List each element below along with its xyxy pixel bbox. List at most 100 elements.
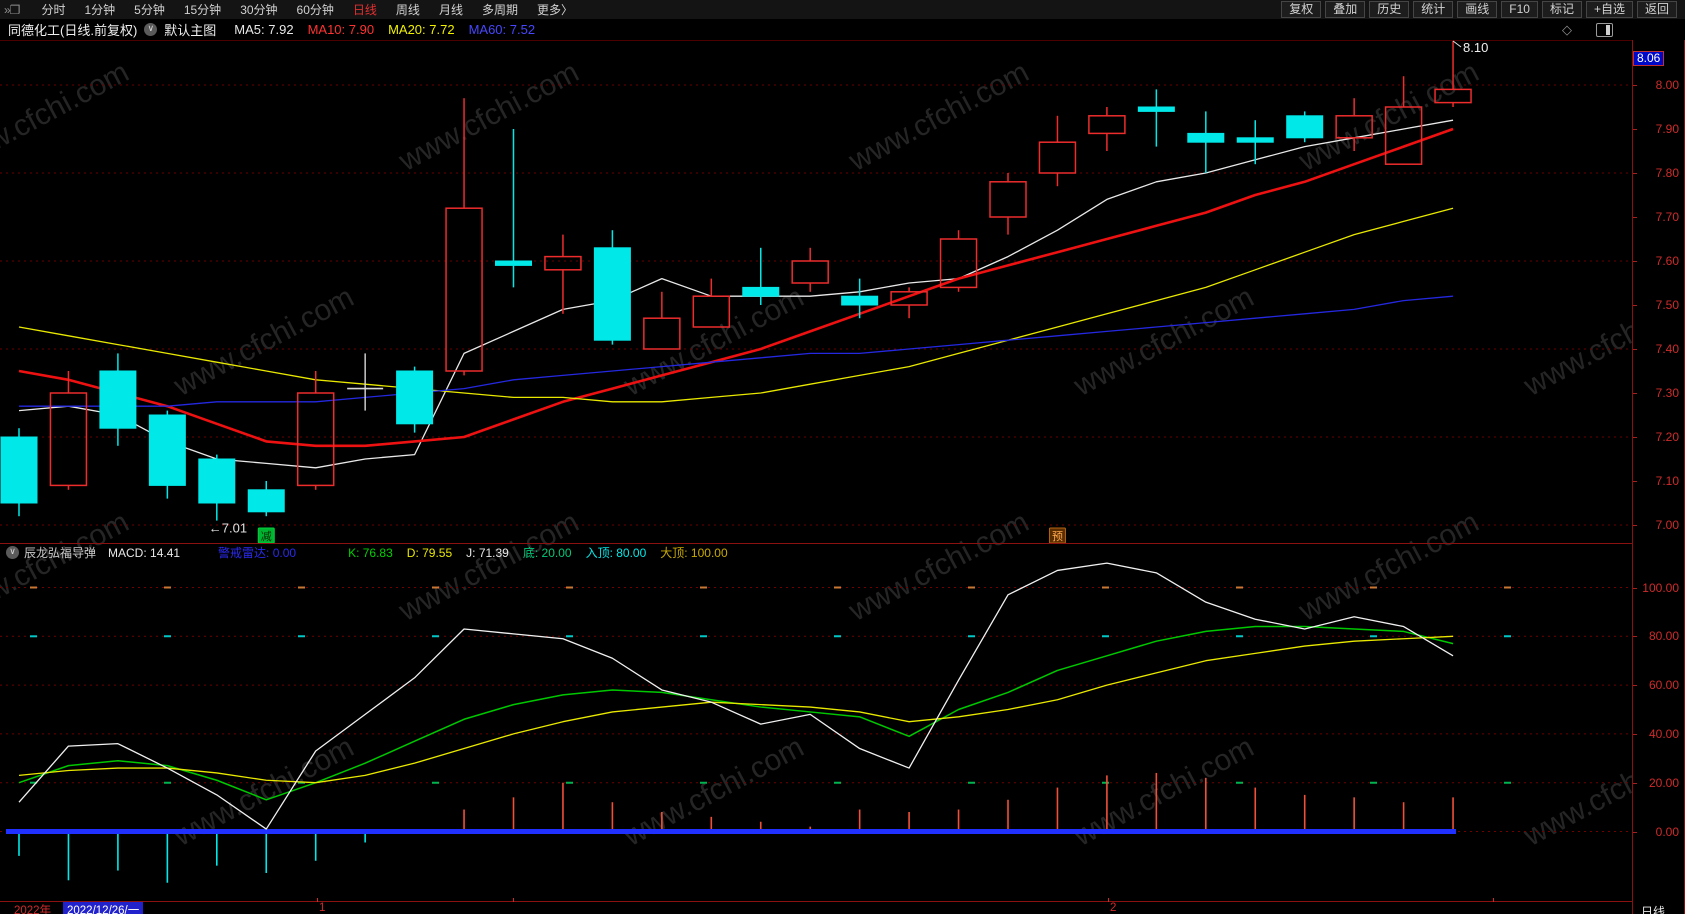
time-tick xyxy=(1493,898,1494,902)
axis-label: 60.00 xyxy=(1648,678,1679,693)
axis-label: 7.90 xyxy=(1655,122,1679,136)
timeframe-tab[interactable]: 5分钟 xyxy=(134,3,165,17)
indicator-header: ∨ 辰龙弘福导弹 MACD: 14.41 警戒雷达: 0.00 K: 76.83 D:… xyxy=(6,545,742,560)
ma-value: MA5: 7.92 xyxy=(234,22,294,37)
chevron-down-icon[interactable]: ∨ xyxy=(144,23,158,36)
toolbar-button[interactable]: 标记 xyxy=(1541,1,1582,18)
svg-text:预: 预 xyxy=(1052,530,1063,543)
axis-label: 7.80 xyxy=(1655,166,1679,180)
toolbar-button[interactable]: 返回 xyxy=(1636,1,1677,18)
axis-label: 80.00 xyxy=(1648,629,1679,644)
month-label: 2 xyxy=(1110,902,1117,914)
axis-tick xyxy=(1633,733,1637,735)
axis-tick xyxy=(1633,173,1637,174)
indicator-value: MACD: 14.41 xyxy=(108,546,181,560)
date-label[interactable]: 2022/12/26/一 xyxy=(63,902,144,914)
axis-tick xyxy=(1633,217,1637,218)
axis-tick xyxy=(1633,129,1637,130)
indicator-value: D: 79.55 xyxy=(406,546,453,560)
toolbar-button[interactable]: +自选 xyxy=(1585,1,1633,18)
axis-tick xyxy=(1633,393,1637,394)
timeframe-tab[interactable]: 30分钟 xyxy=(240,3,278,17)
indicator-value: 入顶: 80.00 xyxy=(585,546,647,560)
diamond-icon[interactable]: ◇ xyxy=(1562,22,1572,37)
toolbar-button[interactable]: 叠加 xyxy=(1325,1,1366,18)
indicator-value: 警戒雷达: 0.00 xyxy=(218,546,297,560)
axis-label: 7.70 xyxy=(1655,210,1679,224)
timeframe-tab[interactable]: 周线 xyxy=(395,3,420,17)
axis-tick xyxy=(1633,685,1637,687)
timeframe-tab[interactable]: 多周期 xyxy=(481,3,518,17)
topbar: »❐ 分时 1分钟 5分钟 15分钟 30分钟 60分钟 日线 周线 月线 多周期 更多〉 复权 叠加… xyxy=(0,0,1685,19)
collapse-panel-icon[interactable]: »❐ xyxy=(4,2,20,17)
axis-tick xyxy=(1633,525,1637,526)
indicator-value: K: 76.83 xyxy=(348,546,393,560)
stock-title: 同德化工(日线.前复权) xyxy=(8,23,138,38)
time-tick xyxy=(317,898,318,902)
timeframe-tab[interactable]: 1分钟 xyxy=(84,3,116,17)
ma-values: MA5: 7.92 MA10: 7.90 MA20: 7.72 MA60: 7.52 xyxy=(220,22,535,37)
axis-label: 7.30 xyxy=(1655,386,1679,400)
timeframe-tab[interactable]: 分时 xyxy=(41,3,66,17)
axis-tick xyxy=(1633,587,1637,589)
year-label: 2022年 xyxy=(14,905,52,914)
axis-tick xyxy=(1633,437,1637,438)
axis-tick xyxy=(1633,481,1637,482)
axis-label: 40.00 xyxy=(1648,726,1679,741)
timeframe-tab[interactable]: 日线 xyxy=(352,3,377,17)
axis-label: 7.00 xyxy=(1655,518,1679,532)
timeframe-tab[interactable]: 更多〉 xyxy=(536,3,573,17)
axis-tick xyxy=(1633,636,1637,638)
ma-value: MA20: 7.72 xyxy=(388,22,455,37)
price-axis: 8.06 日线 8.00 7.90 7.80 7.70 7.60 7.50 7.40 7.30… xyxy=(1632,40,1685,914)
toolbar-button[interactable]: F10 xyxy=(1501,1,1538,18)
axis-tick xyxy=(1633,782,1637,784)
axis-label: 20.00 xyxy=(1648,775,1679,790)
axis-tick xyxy=(1633,261,1637,262)
axis-label: 7.60 xyxy=(1655,254,1679,268)
indicator-value: 底: 20.00 xyxy=(522,546,572,560)
chevron-down-icon[interactable]: ∨ xyxy=(6,546,19,559)
indicator-value: 大顶: 100.00 xyxy=(660,546,728,560)
main-view-label[interactable]: 默认主图 xyxy=(164,23,217,38)
axis-label: 7.50 xyxy=(1655,298,1679,312)
timeframe-tab[interactable]: 月线 xyxy=(438,3,463,17)
toolbar-button[interactable]: 画线 xyxy=(1457,1,1498,18)
svg-text:←7.01: ←7.01 xyxy=(209,521,247,536)
time-tick xyxy=(1108,898,1109,902)
toolbar-button[interactable]: 复权 xyxy=(1281,1,1322,18)
month-label: 1 xyxy=(319,902,326,914)
svg-text:减: 减 xyxy=(261,530,272,543)
timeframe-tab[interactable]: 60分钟 xyxy=(296,3,334,17)
panel-divider xyxy=(0,543,1685,544)
main-candlestick-chart[interactable]: ←7.01 8.10 减 预 xyxy=(0,40,1632,543)
axis-label: 7.40 xyxy=(1655,342,1679,356)
indicator-chart[interactable] xyxy=(0,543,1632,901)
toolbar-button[interactable]: 统计 xyxy=(1413,1,1454,18)
axis-tick xyxy=(1633,831,1637,833)
timeframe-tab[interactable]: 15分钟 xyxy=(183,3,222,17)
timeframe-tabs: 分时 1分钟 5分钟 15分钟 30分钟 60分钟 日线 周线 月线 多周期 更多〉 xyxy=(41,1,573,18)
time-axis: 2022年 2022/12/26/一 1 2 xyxy=(0,898,1632,914)
axis-label: 0.00 xyxy=(1655,824,1679,839)
current-price-tag: 8.06 xyxy=(1633,50,1665,66)
axis-tick xyxy=(1633,85,1637,86)
panel-layout-icon[interactable] xyxy=(1596,23,1613,37)
indicator-name[interactable]: 辰龙弘福导弹 xyxy=(24,546,97,560)
ma-value: MA10: 7.90 xyxy=(307,22,375,37)
svg-text:8.10: 8.10 xyxy=(1463,40,1488,55)
chart-top-border xyxy=(0,40,1685,41)
ma-value: MA60: 7.52 xyxy=(468,22,536,37)
indicator-values: MACD: 14.41 警戒雷达: 0.00 K: 76.83 D: 79.55 J: … xyxy=(108,544,742,561)
axis-tick xyxy=(1633,349,1637,350)
axis-label: 8.00 xyxy=(1655,78,1679,92)
axis-label: 7.10 xyxy=(1655,474,1679,488)
indicator-value: J: 71.39 xyxy=(466,546,509,560)
toolbar-button[interactable]: 历史 xyxy=(1369,1,1410,18)
axis-label: 100.00 xyxy=(1642,580,1679,595)
axis-label: 7.20 xyxy=(1655,430,1679,444)
toolbar-buttons: 复权 叠加 历史 统计 画线 F10 标记 +自选 返回 xyxy=(1281,1,1677,18)
axis-tick xyxy=(1633,305,1637,306)
period-label: 日线 xyxy=(1641,905,1666,914)
